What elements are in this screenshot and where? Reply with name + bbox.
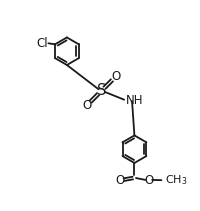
Text: O: O [82, 99, 92, 112]
Text: O: O [111, 70, 120, 83]
Text: Cl: Cl [36, 37, 48, 50]
Text: NH: NH [126, 94, 143, 107]
Text: S: S [97, 83, 106, 99]
Text: O: O [144, 174, 154, 187]
Text: CH$_3$: CH$_3$ [165, 173, 187, 187]
Text: O: O [115, 174, 124, 187]
